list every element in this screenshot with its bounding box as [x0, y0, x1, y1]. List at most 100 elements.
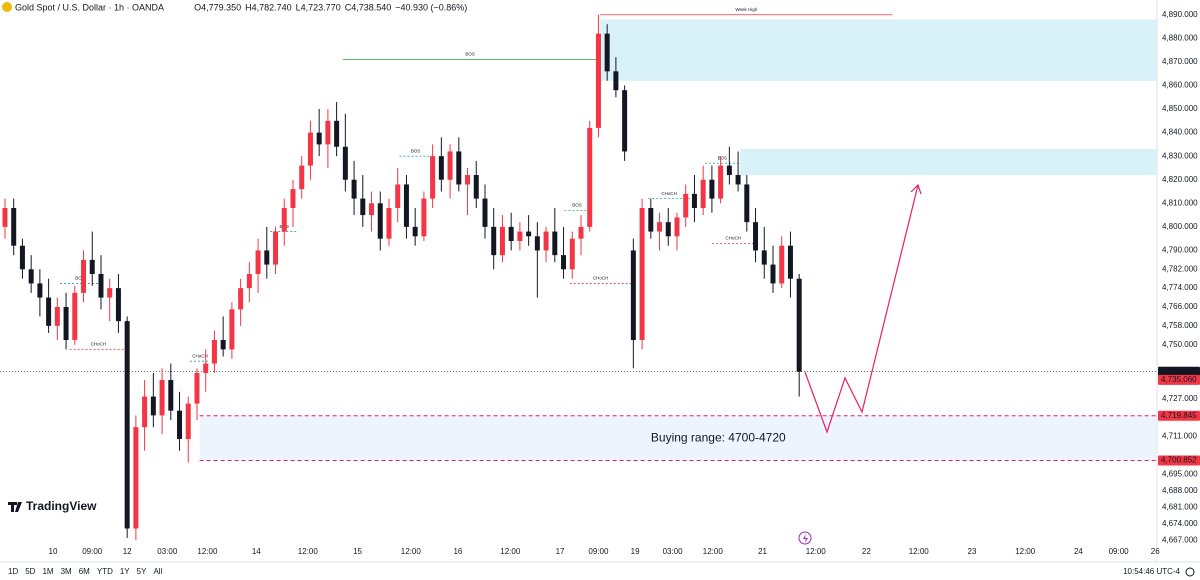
candle-body — [307, 132, 313, 166]
candle-body — [220, 339, 226, 350]
candle-body — [168, 380, 174, 411]
range-button[interactable]: 1Y — [120, 567, 130, 576]
candle-body — [369, 203, 375, 216]
y-tick-label: 4,850.000 — [1162, 104, 1198, 113]
candle-body — [683, 193, 689, 218]
x-tick-label: 12:00 — [909, 547, 930, 556]
settings-icon[interactable] — [1185, 567, 1195, 577]
candle-body — [273, 231, 279, 265]
candle-body — [377, 203, 383, 239]
candle-body — [465, 175, 471, 185]
x-tick-label: 15 — [353, 547, 362, 556]
candle-body — [246, 274, 252, 289]
supply-zone — [739, 149, 1157, 176]
candle-body — [159, 380, 165, 416]
candle-body — [517, 231, 523, 242]
candle-body — [203, 363, 209, 373]
y-tick-label: 4,870.000 — [1162, 57, 1198, 66]
overlay: 4,890.000 4,880.000 4,870.000 4,860.000 4,85… — [8, 2, 1200, 576]
candle-body — [770, 264, 776, 284]
candle-body — [595, 33, 601, 128]
y-tick-label: 4,758.000 — [1162, 321, 1198, 330]
x-tick-label: 23 — [968, 547, 977, 556]
candle-body — [622, 90, 628, 152]
x-tick-label: 12:00 — [298, 547, 319, 556]
candle-body — [98, 274, 104, 298]
candle-body — [639, 208, 645, 340]
buying-range-label: Buying range: 4700-4720 — [651, 430, 786, 444]
y-tick-label: 4,840.000 — [1162, 128, 1198, 137]
lightning-bolt — [803, 534, 808, 543]
y-tick-label: 4,774.000 — [1162, 283, 1198, 292]
candle-body — [482, 198, 488, 227]
range-button[interactable]: 1D — [8, 567, 18, 576]
structure-label: BOS — [75, 276, 85, 281]
candle-body — [107, 288, 113, 298]
y-tick-label: 4,890.000 — [1162, 10, 1198, 19]
candle-body — [238, 288, 244, 310]
structure-label: Week High — [735, 7, 757, 12]
structure-label: BOS — [718, 155, 728, 160]
ohlc-value: −40.930 (−0.86%) — [395, 2, 467, 12]
range-button[interactable]: 6M — [79, 567, 90, 576]
x-tick-label: 10 — [49, 547, 58, 556]
candle-body — [72, 292, 78, 340]
lightning-icon — [798, 531, 812, 545]
range-button[interactable]: All — [153, 567, 162, 576]
range-button[interactable]: YTD — [97, 567, 113, 576]
x-tick-label: 17 — [556, 547, 565, 556]
price-tag — [1158, 366, 1200, 377]
candle-body — [438, 156, 444, 180]
x-tick-label: 22 — [862, 547, 871, 556]
buying-range-zone — [199, 415, 1158, 461]
y-tick-label: 4,688.000 — [1162, 486, 1198, 495]
y-tick-label: 4,727.000 — [1162, 394, 1198, 403]
range-button[interactable]: 3M — [61, 567, 72, 576]
range-button[interactable]: 5Y — [137, 567, 147, 576]
x-tick-label: 14 — [252, 547, 261, 556]
candle-body — [456, 151, 462, 185]
projection-arrowhead — [910, 183, 922, 195]
y-tick-label: 4,667.000 — [1162, 535, 1198, 544]
candle-body — [508, 226, 514, 242]
candle-body — [691, 193, 697, 209]
candle-body — [133, 427, 139, 529]
x-tick-label: 09:00 — [588, 547, 609, 556]
y-tick-label: 4,810.000 — [1162, 198, 1198, 207]
structure-label: CHoCH — [726, 236, 742, 241]
candle-body — [360, 198, 366, 216]
symbol-icon — [2, 2, 12, 12]
y-tick-label: 4,681.000 — [1162, 502, 1198, 511]
candle-body — [299, 165, 305, 190]
x-tick-label: 12:00 — [401, 547, 422, 556]
x-tick-label: 09:00 — [1109, 547, 1130, 556]
plot-area: Buying range: 4700-4720 BOS Week High BOS BO… — [0, 7, 1200, 541]
candle-body — [569, 238, 575, 270]
candle-body — [54, 306, 60, 326]
candle-body — [735, 175, 741, 185]
candle-body — [351, 179, 357, 199]
y-tick-label: 4,860.000 — [1162, 81, 1198, 90]
x-tick-label: 21 — [758, 547, 767, 556]
candle-body — [150, 396, 156, 416]
candle-body — [657, 222, 663, 232]
candle-body — [796, 278, 802, 372]
structure-label: CHoCH — [661, 191, 677, 196]
y-tick-label: 4,800.000 — [1162, 222, 1198, 231]
x-tick-label: 09:00 — [82, 547, 103, 556]
candle-body — [613, 71, 619, 91]
clock: 10:54:46 UTC-4 — [1123, 567, 1180, 576]
x-tick-label: 24 — [1074, 547, 1083, 556]
tradingview-logo — [8, 502, 22, 512]
range-button[interactable]: 5D — [25, 567, 35, 576]
candle-body — [412, 226, 418, 237]
x-tick-label: 12 — [123, 547, 132, 556]
candle-body — [421, 198, 427, 237]
candle-body — [115, 288, 121, 322]
range-button[interactable]: 1M — [42, 567, 53, 576]
candle-body — [761, 250, 767, 265]
candle-body — [395, 184, 401, 209]
price-tag-label: 4,719.845 — [1161, 411, 1197, 420]
candle-body — [779, 245, 785, 284]
